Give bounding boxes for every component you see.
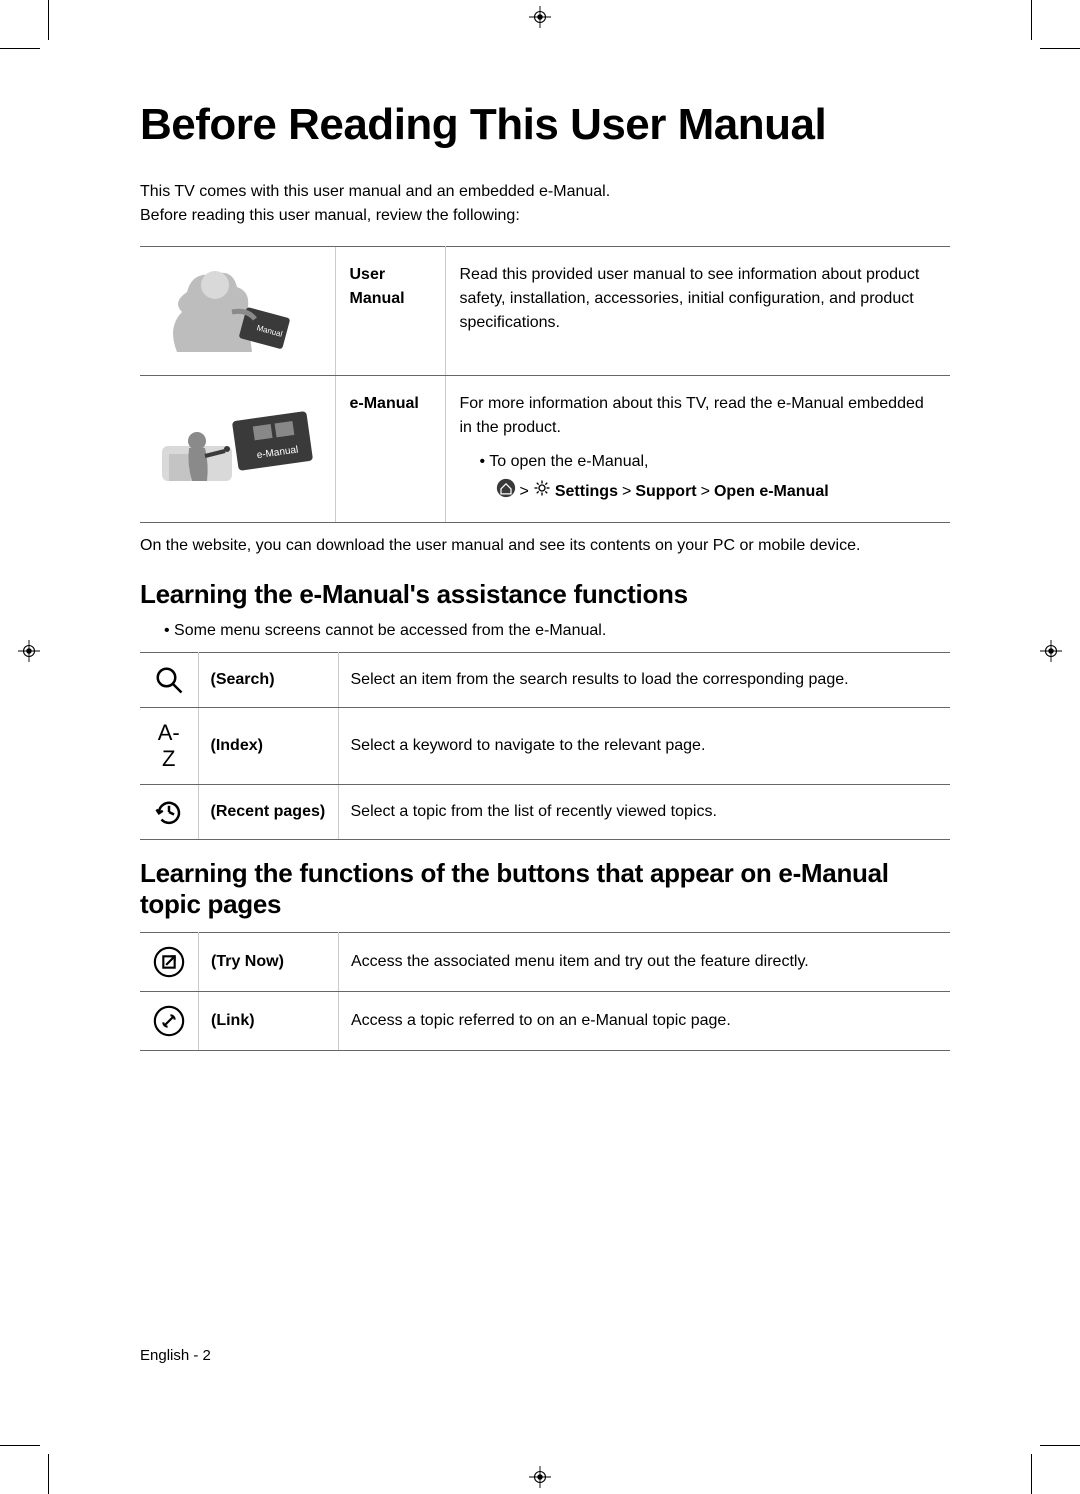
try-now-desc: Access the associated menu item and try … <box>339 933 951 992</box>
crop-mark <box>1031 0 1032 40</box>
assist-functions-table: (Search) Select an item from the search … <box>140 652 950 840</box>
link-icon <box>140 992 199 1051</box>
index-label: (Index) <box>198 708 338 785</box>
try-now-label: (Try Now) <box>199 933 339 992</box>
open-emanual-path: > Settings > Support > Open e-Manual <box>496 478 937 506</box>
crop-mark <box>0 1445 40 1446</box>
table-row: (Recent pages) Select a topic from the l… <box>140 785 950 840</box>
recent-label: (Recent pages) <box>198 785 338 840</box>
link-label: (Link) <box>199 992 339 1051</box>
open-emanual-bullet: To open the e-Manual, <box>480 450 937 474</box>
e-manual-desc-text: For more information about this TV, read… <box>460 395 924 436</box>
breadcrumb-sep: > <box>701 480 710 504</box>
intro-line-2: Before reading this user manual, review … <box>140 207 520 224</box>
e-manual-label: e-Manual <box>335 376 445 523</box>
home-icon <box>496 478 516 506</box>
user-manual-desc: Read this provided user manual to see in… <box>445 247 950 376</box>
search-label: (Search) <box>198 653 338 708</box>
link-desc: Access a topic referred to on an e-Manua… <box>339 992 951 1051</box>
button-functions-table: (Try Now) Access the associated menu ite… <box>140 932 950 1051</box>
search-desc: Select an item from the search results t… <box>338 653 950 708</box>
crop-mark <box>48 0 49 40</box>
assist-note: Some menu screens cannot be accessed fro… <box>164 622 950 640</box>
crop-mark <box>1040 1445 1080 1446</box>
index-icon: A-Z <box>140 708 198 785</box>
registration-mark-icon <box>529 1466 551 1488</box>
user-manual-label: User Manual <box>335 247 445 376</box>
crop-mark <box>48 1454 49 1494</box>
path-open: Open e-Manual <box>714 480 829 504</box>
registration-mark-icon <box>1040 640 1062 662</box>
table-row: e-Manual e-Manual For more information a… <box>140 376 950 523</box>
table-row: Manual User Manual Read this provided us… <box>140 247 950 376</box>
table-row: (Search) Select an item from the search … <box>140 653 950 708</box>
table-row: (Link) Access a topic referred to on an … <box>140 992 950 1051</box>
website-note: On the website, you can download the use… <box>140 537 950 555</box>
e-manual-illustration: e-Manual <box>140 376 335 523</box>
registration-mark-icon <box>529 6 551 28</box>
recent-desc: Select a topic from the list of recently… <box>338 785 950 840</box>
section-heading-assist: Learning the e-Manual's assistance funct… <box>140 579 950 610</box>
search-icon <box>140 653 198 708</box>
section-heading-buttons: Learning the functions of the buttons th… <box>140 858 950 920</box>
registration-mark-icon <box>18 640 40 662</box>
user-manual-illustration: Manual <box>140 247 335 376</box>
path-support: Support <box>635 480 696 504</box>
crop-mark <box>1040 48 1080 49</box>
gear-icon <box>533 479 551 505</box>
page-footer: English - 2 <box>140 1347 211 1364</box>
page-title: Before Reading This User Manual <box>140 100 950 150</box>
breadcrumb-sep: > <box>622 480 631 504</box>
e-manual-desc: For more information about this TV, read… <box>445 376 950 523</box>
crop-mark <box>1031 1454 1032 1494</box>
intro-line-1: This TV comes with this user manual and … <box>140 183 610 200</box>
table-row: (Try Now) Access the associated menu ite… <box>140 933 950 992</box>
try-now-icon <box>140 933 199 992</box>
breadcrumb-sep: > <box>520 480 529 504</box>
table-row: A-Z (Index) Select a keyword to navigate… <box>140 708 950 785</box>
crop-mark <box>0 48 40 49</box>
path-settings: Settings <box>555 480 618 504</box>
index-desc: Select a keyword to navigate to the rele… <box>338 708 950 785</box>
recent-icon <box>140 785 198 840</box>
intro-text: This TV comes with this user manual and … <box>140 180 950 228</box>
manual-type-table: Manual User Manual Read this provided us… <box>140 246 950 523</box>
